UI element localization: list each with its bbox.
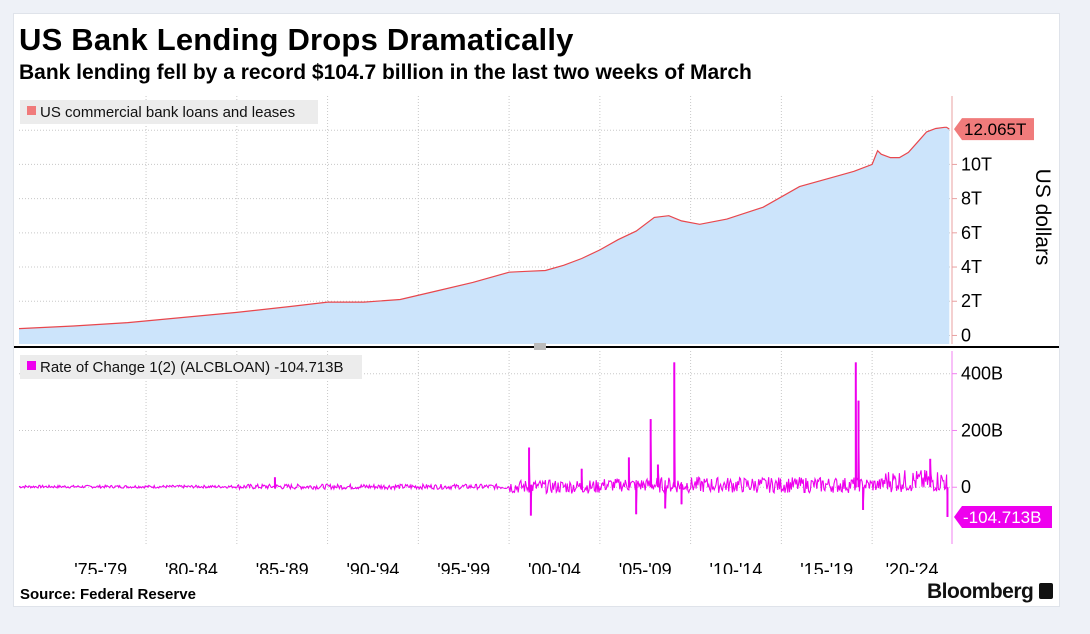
y-tick-label: 6T xyxy=(961,223,982,243)
source-note: Source: Federal Reserve xyxy=(20,586,196,603)
x-tick-label: '10-'14 xyxy=(710,560,763,574)
x-tick-label: '75-'79 xyxy=(74,560,127,574)
y-tick-label: 0 xyxy=(961,325,971,345)
y-tick-label: 400B xyxy=(961,364,1003,384)
x-tick-label: '95-'99 xyxy=(437,560,490,574)
chart-title: US Bank Lending Drops Dramatically xyxy=(19,22,574,57)
x-tick-label: '80-'84 xyxy=(165,560,218,574)
y-tick-label: 2T xyxy=(961,291,982,311)
loans-series-line xyxy=(18,126,950,330)
x-tick-label: '20-'24 xyxy=(886,560,939,574)
roc-last-value-label: -104.713B xyxy=(963,508,1041,527)
loans-legend-box xyxy=(20,100,318,124)
y-tick-label: 10T xyxy=(961,154,992,174)
loans-legend-label: US commercial bank loans and leases xyxy=(40,104,295,121)
roc-last-value-tag xyxy=(954,505,1052,528)
x-tick-label: '85-'89 xyxy=(256,560,309,574)
bloomberg-terminal-icon xyxy=(1039,583,1054,599)
chart-subtitle: Bank lending fell by a record $104.7 bil… xyxy=(19,61,752,84)
brand-text: Bloomberg xyxy=(927,580,1034,603)
x-tick-label: '05-'09 xyxy=(619,560,672,574)
y-tick-label: 8T xyxy=(961,189,982,209)
bloomberg-logo: Bloomberg xyxy=(927,580,1054,604)
roc-legend-label: Rate of Change 1(2) (ALCBLOAN) -104.713B xyxy=(40,359,344,376)
x-tick-label: '15-'19 xyxy=(800,560,853,574)
rate-of-change-line xyxy=(18,362,949,518)
x-tick-label: '90-'94 xyxy=(346,560,399,574)
loans-area-fill xyxy=(19,127,950,344)
roc-legend-box xyxy=(20,355,362,379)
y-axis-title: US dollars xyxy=(1031,169,1054,266)
chart-card: US Bank Lending Drops Dramatically Bank … xyxy=(13,13,1060,607)
roc-legend-swatch xyxy=(27,361,36,370)
x-tick-label: '00-'04 xyxy=(528,560,581,574)
loans-legend-swatch xyxy=(27,106,36,115)
loans-last-value-tag xyxy=(954,118,1034,141)
chart-canvas: 0 2T 4T 6T 8T 10T 0 200B 400B 12.065T -104.713B US … xyxy=(14,96,1059,574)
loans-last-value-label: 12.065T xyxy=(964,120,1026,139)
y-tick-label: 0 xyxy=(961,477,971,497)
y-tick-label: 200B xyxy=(961,420,1003,440)
panel-resize-handle xyxy=(534,343,546,350)
y-tick-label: 4T xyxy=(961,257,982,277)
